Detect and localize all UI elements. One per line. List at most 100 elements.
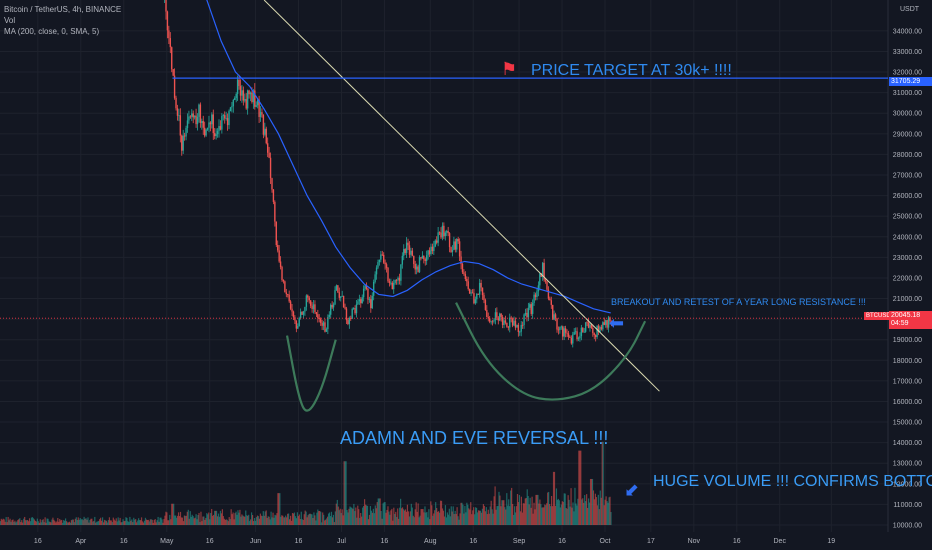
candle-body [511, 318, 514, 326]
volume-bar [202, 516, 204, 525]
volume-bar [322, 512, 324, 525]
volume-bar [6, 522, 8, 525]
volume-bar [120, 522, 122, 525]
volume-bar [409, 511, 411, 525]
volume-bar [271, 517, 273, 525]
volume-bar [157, 516, 159, 525]
volume-bar [231, 514, 233, 525]
candle-body [216, 131, 219, 135]
x-tick-label: 16 [469, 538, 477, 545]
candle-body [351, 308, 353, 319]
candle-body [361, 297, 363, 304]
volume-bar [43, 522, 45, 525]
candle-body [268, 152, 270, 158]
candle-body [401, 255, 404, 265]
volume-bar [600, 497, 602, 525]
volume-bar [34, 520, 36, 525]
volume-bar [518, 495, 521, 525]
volume-bar [444, 505, 447, 525]
volume-bar [345, 461, 347, 525]
chart-legend: Bitcoin / TetherUS, 4h, BINANCE Vol MA (… [4, 4, 121, 37]
volume-bar [490, 500, 492, 525]
volume-bar [1, 519, 3, 525]
volume-bar [594, 493, 597, 525]
volume-bar [276, 513, 278, 525]
volume-bar [503, 500, 505, 525]
candle-body [288, 294, 290, 302]
candle-body [464, 274, 467, 279]
volume-bar [116, 521, 118, 525]
volume-bar [254, 520, 257, 525]
candle-body [467, 281, 469, 289]
volume-bar [159, 517, 161, 525]
candle-body [550, 300, 552, 305]
volume-bar [581, 499, 583, 525]
volume-bar [243, 516, 245, 525]
candle-body [374, 274, 376, 282]
candle-body [224, 115, 226, 119]
volume-bar [54, 521, 56, 525]
volume-bar [342, 515, 344, 525]
candle-body [377, 262, 379, 268]
volume-bar [8, 520, 10, 525]
candle-body [463, 272, 465, 275]
legend-ma[interactable]: MA (200, close, 0, SMA, 5) [4, 27, 100, 36]
volume-bar [240, 516, 242, 525]
time-axis[interactable]: 16 Apr 16 May 16 Jun 16 Jul 16 Aug 16 Sep 16 Oct 17 Nov… [34, 538, 835, 545]
legend-symbol[interactable]: Bitcoin / TetherUS, 4h, BINANCE [4, 5, 122, 14]
volume-bar [139, 520, 141, 525]
volume-bar [509, 506, 511, 525]
candle-body [212, 114, 214, 134]
volume-bar [212, 515, 214, 525]
volume-bar [142, 522, 145, 525]
volume-bar [546, 503, 548, 525]
volume-bar [344, 461, 346, 525]
volume-bar [382, 503, 384, 525]
x-tick-label: Jul [337, 538, 346, 545]
volume-bar [326, 516, 329, 525]
volume-bar [44, 517, 46, 525]
volume-bar [176, 517, 178, 525]
volume-bar [462, 504, 464, 525]
candle-body [533, 294, 535, 303]
volume-bar [260, 515, 262, 525]
volume-bar [527, 496, 529, 525]
volume-bar [86, 519, 88, 525]
volume-bar [495, 509, 497, 525]
candle-body [481, 287, 484, 296]
volume-bar [330, 511, 333, 525]
candle-body [583, 331, 585, 333]
volume-bar [237, 510, 239, 525]
volume-bar [523, 503, 525, 525]
candle-body [275, 221, 277, 245]
volume-bar [135, 519, 137, 525]
volume-bar [333, 522, 335, 525]
volume-bar [549, 504, 551, 525]
volume-bar [314, 515, 316, 525]
candle-body [417, 266, 419, 272]
candle-body [368, 299, 371, 300]
volume-bar [122, 519, 124, 525]
candle-body [471, 292, 474, 294]
volume-bar [70, 520, 73, 525]
volume-bar [269, 519, 271, 525]
candle-body [580, 327, 583, 337]
volume-bar [11, 520, 13, 525]
candle-body [408, 245, 411, 255]
volume-bar [117, 517, 119, 525]
price-axis[interactable]: 10000.00 11000.00 12000.00 13000.00 14000.00… [893, 28, 922, 529]
legend-vol[interactable]: Vol [4, 16, 16, 25]
volume-bar [288, 519, 291, 525]
volume-bar [450, 506, 452, 525]
volume-bar [253, 518, 256, 525]
candle-body [590, 324, 593, 328]
volume-bar [138, 518, 140, 525]
candle-body [584, 322, 587, 332]
volume-bar [325, 519, 327, 525]
volume-bar [90, 518, 92, 525]
volume-bar [348, 508, 350, 525]
volume-bar [133, 517, 135, 525]
candle-body [203, 127, 206, 136]
candle-body [249, 92, 252, 95]
